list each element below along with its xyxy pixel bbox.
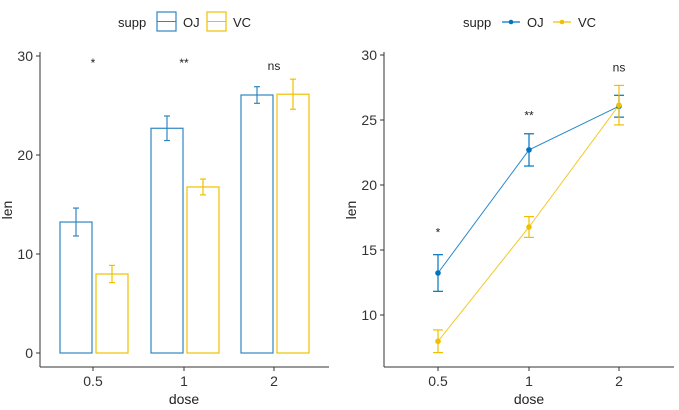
- y-tick-label: 10: [17, 246, 33, 262]
- y-tick-label: 15: [361, 242, 377, 258]
- y-axis-title: len: [0, 201, 15, 220]
- y-tick-label: 20: [17, 147, 33, 163]
- legend-title: supp: [463, 15, 491, 30]
- x-tick-label: 1: [525, 373, 533, 389]
- data-point-vc: [435, 338, 441, 345]
- data-point-oj: [435, 270, 441, 276]
- x-axis-title: dose: [169, 391, 200, 407]
- legend-right: supp OJ VC: [463, 15, 596, 30]
- significance-label: ns: [268, 59, 281, 73]
- legend-key-oj-point: [508, 19, 514, 25]
- y-axis-title: len: [343, 201, 359, 220]
- y-tick-label: 20: [361, 177, 377, 193]
- legend-label-vc: VC: [233, 15, 251, 30]
- legend-label-vc: VC: [578, 15, 596, 30]
- x-tick-label: 2: [615, 373, 623, 389]
- legend-label-oj: OJ: [527, 15, 544, 30]
- bar-oj: [150, 127, 184, 354]
- legend-title: supp: [118, 15, 146, 30]
- legend-label-oj: OJ: [183, 15, 200, 30]
- legend-left: supp OJ VC: [118, 11, 251, 32]
- significance-label: *: [91, 56, 96, 70]
- x-tick-label: 2: [270, 373, 278, 389]
- significance-label: ns: [613, 60, 626, 74]
- significance-label: **: [179, 56, 189, 70]
- y-tick-label: 30: [17, 48, 33, 64]
- bar-vc: [276, 93, 310, 354]
- y-tick-label: 0: [25, 345, 33, 361]
- y-tick-label: 25: [361, 112, 377, 128]
- significance-label: *: [436, 226, 441, 240]
- y-tick-label: 30: [361, 47, 377, 63]
- x-tick-label: 0.5: [428, 373, 448, 389]
- bar-oj: [240, 94, 274, 354]
- data-point-oj: [526, 147, 532, 153]
- significance-label: **: [524, 109, 534, 123]
- bar-oj: [59, 221, 93, 354]
- y-tick-label: 10: [361, 307, 377, 323]
- bar-vc: [95, 273, 129, 354]
- bar-vc: [186, 186, 220, 354]
- legend-key-vc-point: [559, 19, 565, 25]
- x-axis-title: dose: [514, 391, 545, 407]
- data-point-vc: [526, 224, 532, 230]
- data-point-vc: [616, 102, 622, 108]
- x-tick-label: 0.5: [83, 373, 103, 389]
- series-line-oj: [437, 105, 620, 274]
- x-tick-label: 1: [180, 373, 188, 389]
